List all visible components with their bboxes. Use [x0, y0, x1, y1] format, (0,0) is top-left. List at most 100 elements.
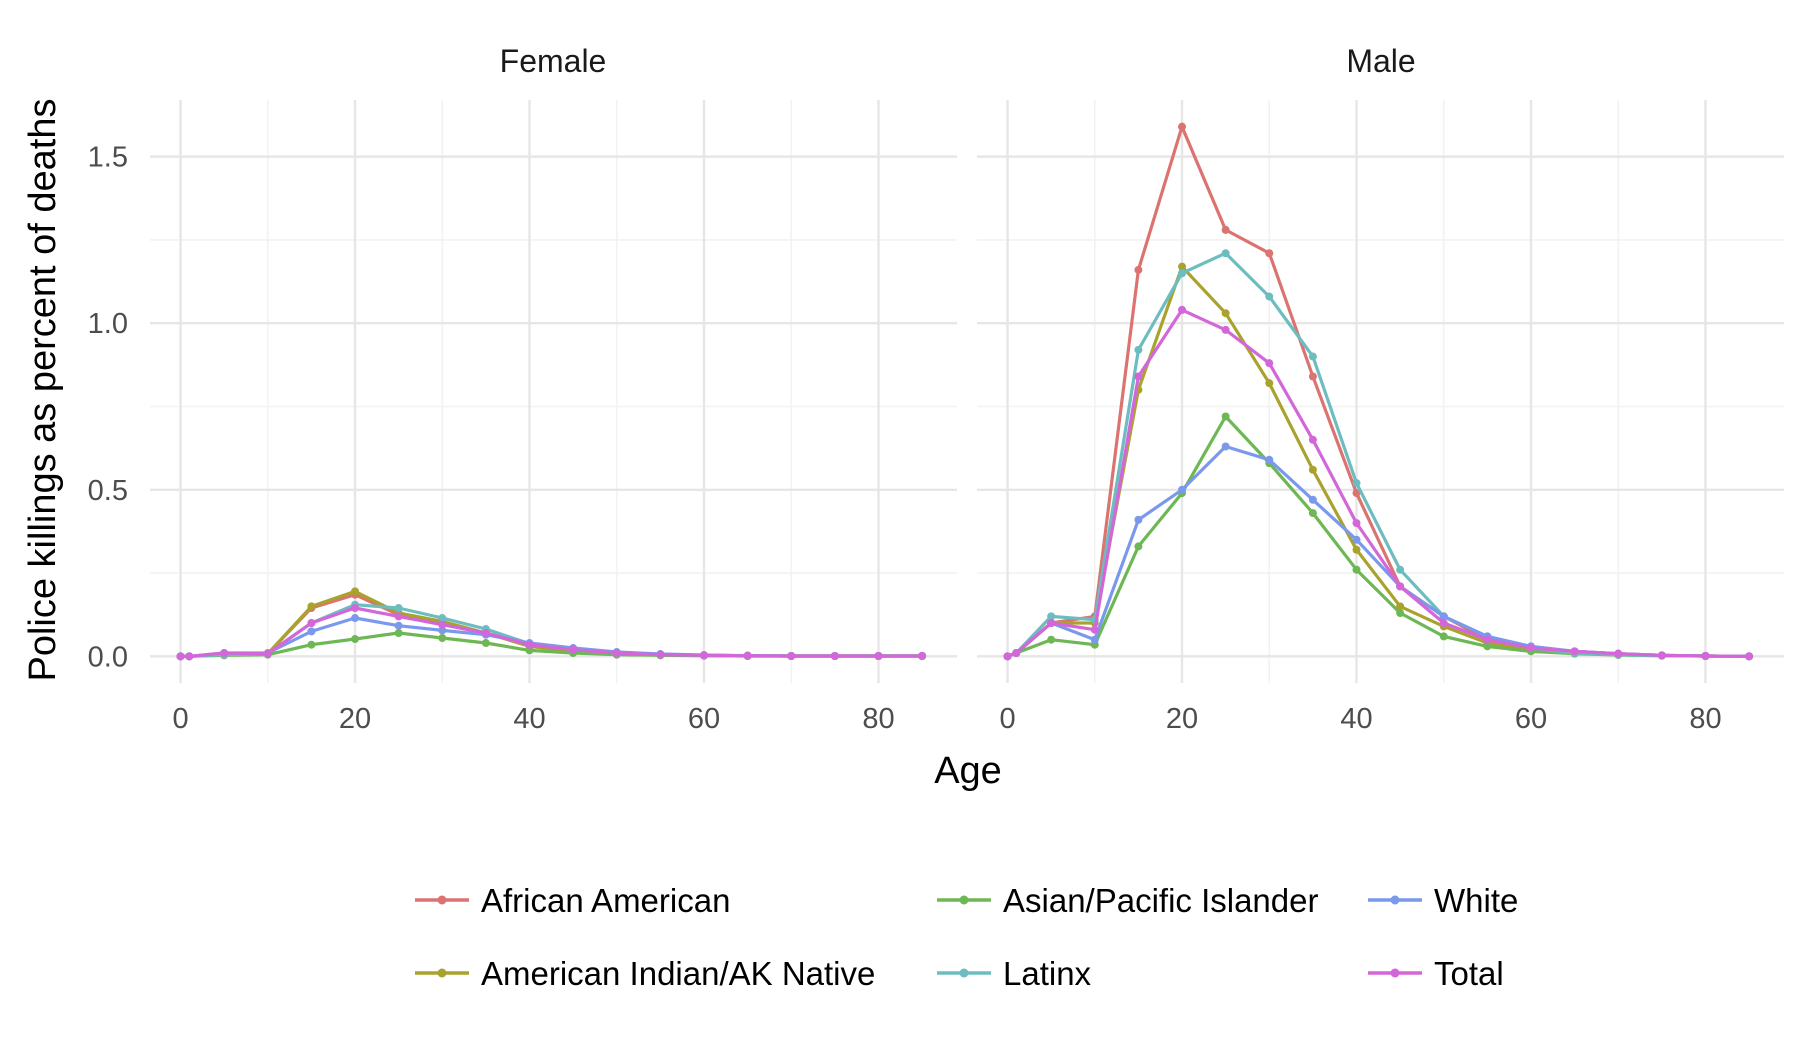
- data-point: [1178, 262, 1187, 271]
- data-point: [1178, 122, 1187, 131]
- data-point: [1526, 644, 1535, 653]
- data-point: [1090, 625, 1099, 634]
- x-tick-label: 60: [1515, 703, 1547, 735]
- legend-item-asian-pacific-islander: Asian/Pacific Islander: [937, 882, 1318, 919]
- x-tick-label: 60: [688, 703, 720, 735]
- data-point: [1134, 542, 1143, 551]
- legend-key-point: [1390, 895, 1400, 905]
- y-axis-title: Police killings as percent of deaths: [22, 99, 64, 682]
- data-point: [1439, 632, 1448, 641]
- legend-item-latinx: Latinx: [937, 955, 1092, 992]
- data-point: [307, 619, 316, 628]
- x-tick-label: 20: [1166, 703, 1198, 735]
- data-point: [699, 651, 708, 660]
- legend: African American Asian/Pacific Islander Wh…: [415, 882, 1518, 992]
- data-point: [307, 602, 316, 611]
- data-point: [1352, 565, 1361, 574]
- data-point: [1134, 265, 1143, 274]
- data-point: [787, 652, 796, 661]
- series-line: [1006, 251, 1750, 658]
- data-point: [1047, 635, 1056, 644]
- data-point: [1701, 652, 1710, 661]
- data-point: [1614, 649, 1623, 658]
- data-point: [1308, 465, 1317, 474]
- data-point: [1178, 269, 1187, 278]
- data-point: [743, 651, 752, 660]
- x-tick-label: 20: [339, 703, 371, 735]
- data-point: [1178, 485, 1187, 494]
- grid: [977, 100, 1784, 683]
- series-line: [1006, 308, 1750, 658]
- panel-male: Male 0 20 40 60 80: [977, 43, 1784, 735]
- data-point: [1657, 651, 1666, 660]
- legend-label: Latinx: [1003, 955, 1092, 992]
- data-point: [1265, 359, 1274, 368]
- data-point: [394, 612, 403, 621]
- data-point: [1396, 609, 1405, 618]
- data-point: [1265, 455, 1274, 464]
- legend-label: Asian/Pacific Islander: [1003, 882, 1318, 919]
- x-tick-label: 0: [999, 703, 1015, 735]
- data-point: [569, 645, 578, 654]
- legend-item-african-american: African American: [415, 882, 730, 919]
- data-point: [438, 620, 447, 629]
- data-point: [1134, 372, 1143, 381]
- data-point: [1483, 635, 1492, 644]
- data-point: [1265, 292, 1274, 301]
- legend-item-american-indian-ak-native: American Indian/AK Native: [415, 955, 875, 992]
- data-point: [1003, 652, 1012, 661]
- data-point: [1396, 565, 1405, 574]
- data-point: [307, 627, 316, 636]
- data-point: [1047, 612, 1056, 621]
- data-point: [220, 649, 229, 658]
- data-point: [1570, 647, 1579, 656]
- data-point: [438, 614, 447, 623]
- data-point: [394, 621, 403, 630]
- data-point: [1090, 635, 1099, 644]
- series-total: [1003, 305, 1754, 661]
- data-point: [307, 640, 316, 649]
- data-point: [1047, 619, 1056, 628]
- x-axis-title: Age: [934, 750, 1002, 792]
- panel-female: Female 0 20 40 60 80 0.0 0.5 1.0 1.5: [88, 43, 957, 735]
- legend-key-point: [437, 895, 447, 905]
- data-point: [1352, 479, 1361, 488]
- data-point: [918, 652, 927, 661]
- legend-key-point: [959, 968, 969, 978]
- data-point: [525, 646, 534, 655]
- data-point: [1352, 545, 1361, 554]
- data-point: [1221, 442, 1230, 451]
- panel-title-male: Male: [1346, 43, 1415, 79]
- y-tick-label: 0.0: [88, 641, 128, 673]
- data-point: [525, 640, 534, 649]
- panel-title-female: Female: [500, 43, 607, 79]
- data-point: [1265, 379, 1274, 388]
- data-point: [263, 649, 272, 658]
- data-point: [185, 652, 194, 661]
- legend-key-point: [1390, 968, 1400, 978]
- y-tick-label: 1.0: [88, 308, 128, 340]
- data-point: [830, 652, 839, 661]
- data-point: [656, 650, 665, 659]
- data-point: [1308, 509, 1317, 518]
- data-point: [481, 629, 490, 638]
- data-point: [438, 626, 447, 635]
- data-point: [1396, 582, 1405, 591]
- data-point: [1134, 515, 1143, 524]
- x-tick-label: 0: [172, 703, 188, 735]
- grid: [150, 100, 957, 683]
- data-point: [1352, 489, 1361, 498]
- x-tick-label: 40: [1340, 703, 1372, 735]
- data-point: [1221, 325, 1230, 334]
- data-point: [1221, 309, 1230, 318]
- data-point: [1012, 649, 1021, 658]
- data-point: [1352, 535, 1361, 544]
- legend-label: White: [1434, 882, 1518, 919]
- data-point: [176, 652, 185, 661]
- data-point: [1308, 435, 1317, 444]
- data-point: [1308, 352, 1317, 361]
- data-point: [1265, 249, 1274, 258]
- data-point: [612, 649, 621, 658]
- data-point: [1439, 619, 1448, 628]
